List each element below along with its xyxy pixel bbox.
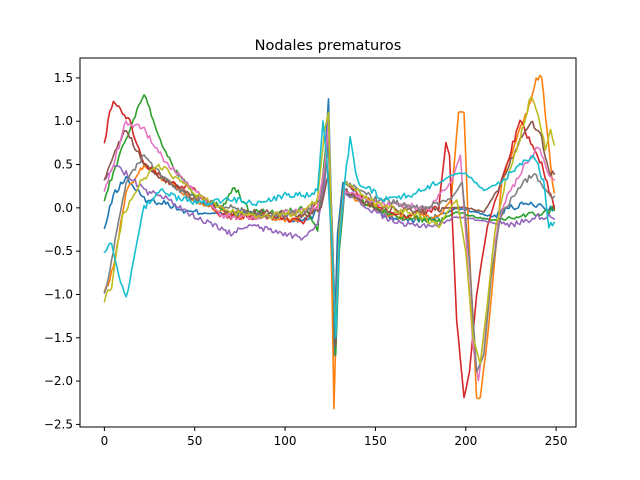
x-tick-label: 50 — [187, 434, 202, 448]
x-tick-label: 150 — [364, 434, 387, 448]
x-tick-label: 200 — [454, 434, 477, 448]
y-tick-label: −0.5 — [44, 244, 73, 258]
y-tick-label: −2.5 — [44, 417, 73, 431]
x-tick-label: 100 — [274, 434, 297, 448]
y-tick-label: −2.0 — [44, 374, 73, 388]
x-tick-label: 0 — [101, 434, 109, 448]
y-tick-label: 1.0 — [54, 114, 73, 128]
plot-frame — [79, 57, 577, 428]
y-tick-label: 0.5 — [54, 158, 73, 172]
y-tick-label: −1.5 — [44, 331, 73, 345]
y-tick-label: 1.5 — [54, 71, 73, 85]
series-layer — [103, 74, 556, 410]
series-line-10 — [103, 120, 556, 339]
x-tick-label: 250 — [545, 434, 568, 448]
series-line-9 — [103, 96, 556, 366]
axes-layer: 0 50 100 150 200 250 −2.5 −2.0 −1.5 −1.0 −0.5 0.0 0.… — [44, 57, 577, 448]
y-tick-label: −1.0 — [44, 287, 73, 301]
chart-title: Nodales prematuros — [255, 38, 402, 54]
y-tick-label: 0.0 — [54, 201, 73, 215]
